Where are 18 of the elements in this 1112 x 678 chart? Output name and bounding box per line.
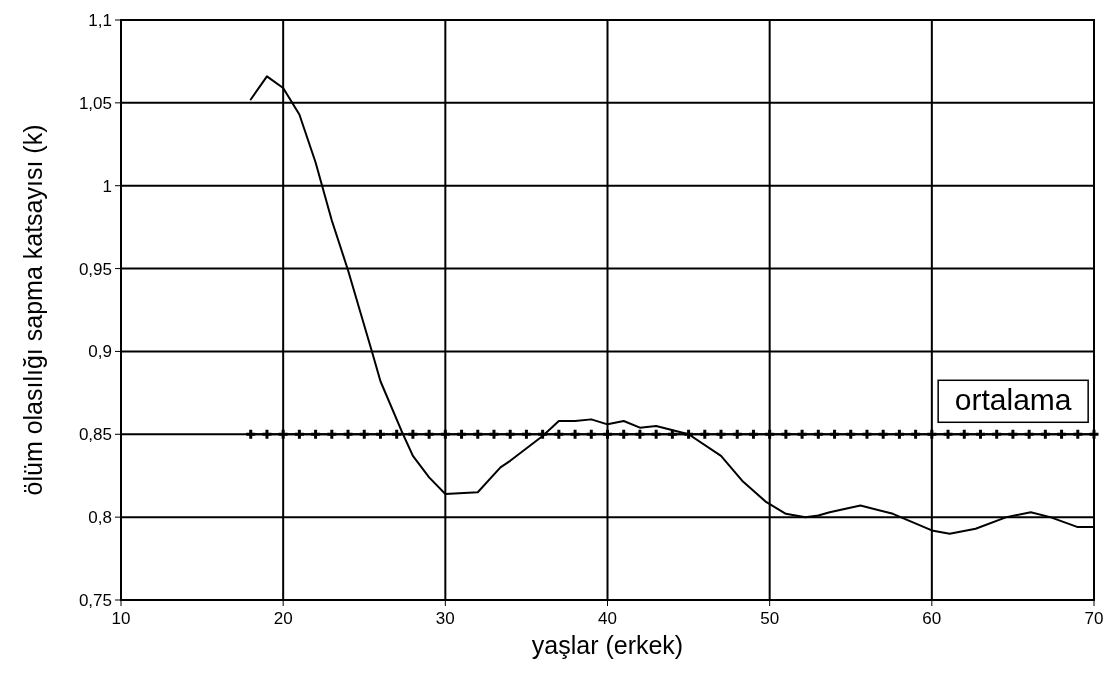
y-tick-label: 1 bbox=[102, 176, 112, 196]
x-tick-label: 10 bbox=[111, 609, 131, 628]
y-tick-label: 1,1 bbox=[88, 11, 112, 30]
x-tick-label: 50 bbox=[760, 609, 780, 628]
y-tick-label: 0,75 bbox=[78, 591, 112, 610]
x-tick-label: 20 bbox=[273, 609, 293, 628]
series-label: ortalama bbox=[954, 383, 1072, 417]
y-tick-label: 0,9 bbox=[88, 342, 112, 362]
y-axis-title: ölüm olasılığı sapma katsayısı (k) bbox=[19, 124, 47, 496]
y-tick-label: 0,85 bbox=[78, 425, 112, 445]
x-tick-label: 70 bbox=[1084, 609, 1104, 628]
y-tick-label: 0,8 bbox=[88, 508, 112, 528]
x-axis-title: yaşlar (erkek) bbox=[531, 631, 684, 659]
y-tick-label: 0,95 bbox=[78, 259, 112, 279]
x-tick-label: 30 bbox=[435, 609, 455, 628]
x-tick-label: 40 bbox=[598, 609, 617, 628]
y-tick-label: 1,05 bbox=[78, 93, 112, 113]
x-tick-label: 60 bbox=[922, 609, 942, 628]
